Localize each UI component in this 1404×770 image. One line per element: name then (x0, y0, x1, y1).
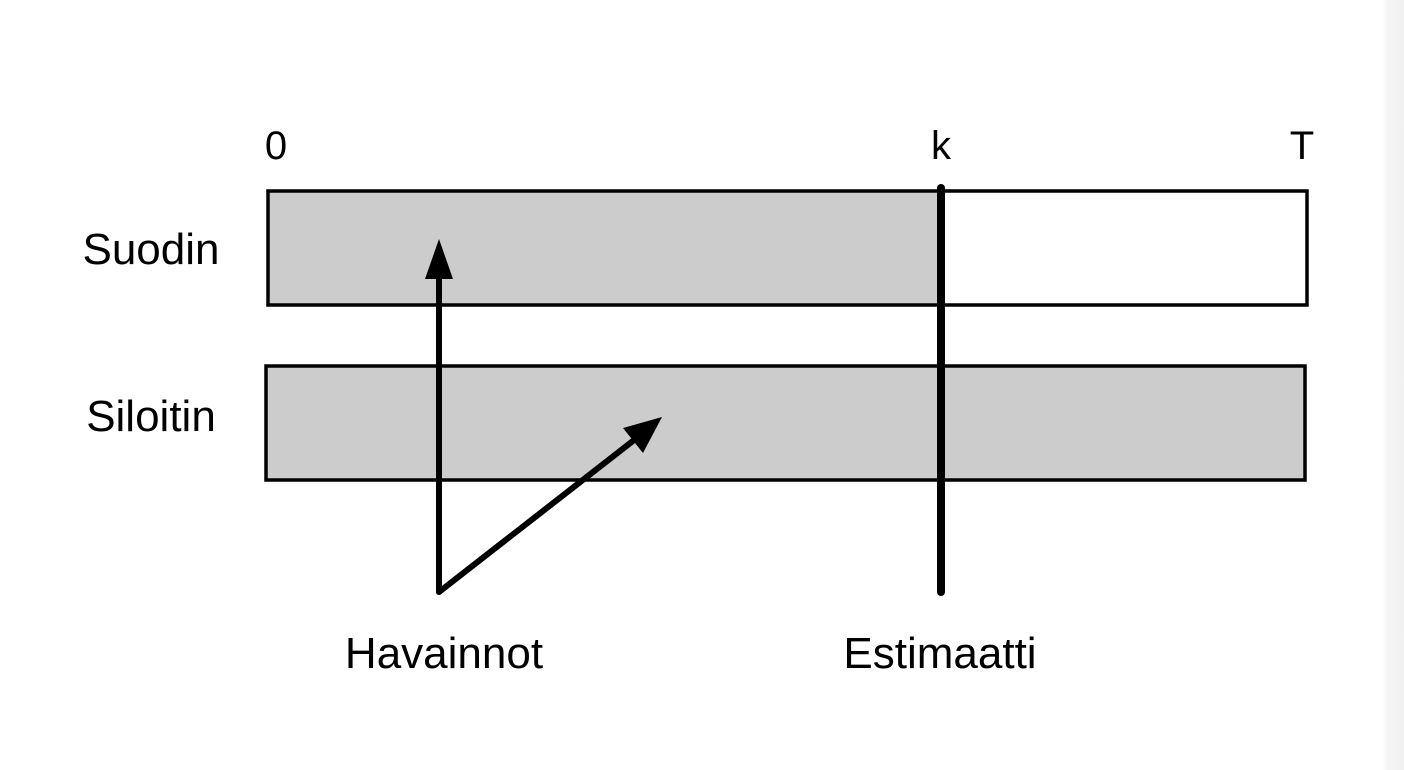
smoother-bar (264, 364, 1307, 482)
time-label-k: k (931, 124, 952, 168)
observation-arrows (425, 239, 662, 595)
smoother-bar-shaded (264, 364, 1307, 482)
observation-arrowhead-filter (425, 239, 453, 279)
estimate-label: Estimaatti (843, 629, 1036, 678)
filter-bar (266, 189, 1309, 307)
observation-arrow-to-smoother (436, 434, 641, 595)
filter-bar-unshaded (941, 191, 1307, 305)
filter-bar-shaded (268, 191, 941, 305)
time-label-end: T (1290, 124, 1314, 168)
filter-bar-outline (266, 189, 1309, 307)
time-label-start: 0 (265, 124, 287, 168)
row-label-filter: Suodin (82, 225, 219, 274)
observations-label: Havainnot (345, 629, 543, 678)
window-edge (1382, 0, 1404, 770)
row-label-smoother: Siloitin (86, 392, 216, 441)
observation-arrowhead-smoother (623, 417, 662, 453)
